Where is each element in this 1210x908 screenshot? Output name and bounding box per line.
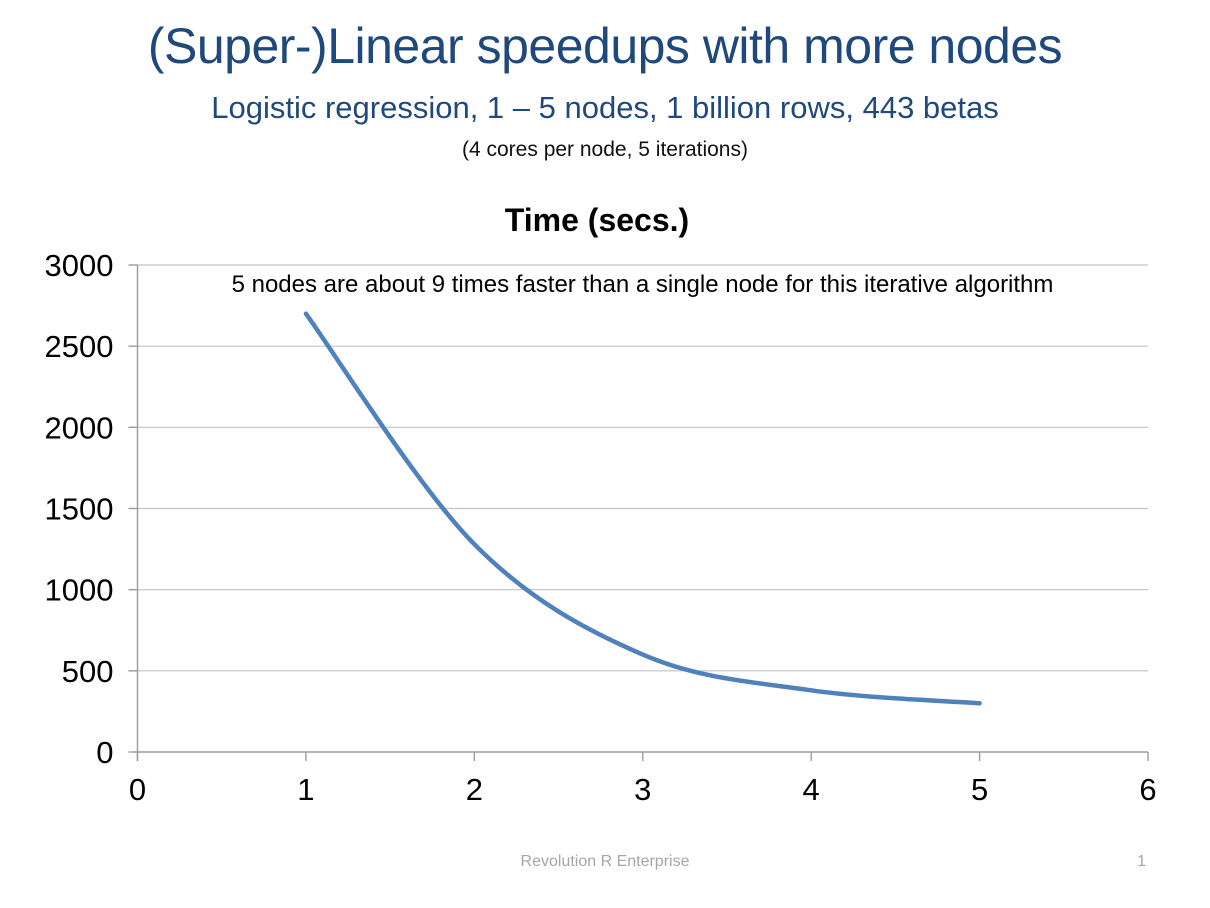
x-tick-label: 0 — [129, 772, 146, 807]
y-axis-labels: 0 500 1000 1500 2000 2500 3000 — [45, 250, 138, 770]
y-tick-label: 0 — [96, 735, 113, 770]
page-number: 1 — [1137, 853, 1146, 870]
chart-annotation: 5 nodes are about 9 times faster than a … — [231, 271, 1054, 298]
slide-title: (Super-)Linear speedups with more nodes — [147, 18, 1063, 74]
x-tick-label: 1 — [297, 772, 314, 807]
x-axis-labels: 0 1 2 3 4 5 6 — [129, 752, 1157, 807]
slide-note: (4 cores per node, 5 iterations) — [462, 138, 748, 161]
axes — [136, 265, 1148, 761]
footer-text: Revolution R Enterprise — [520, 853, 690, 870]
gridlines — [137, 264, 1148, 672]
y-tick-label: 2500 — [45, 329, 114, 364]
y-tick-label: 2000 — [45, 410, 114, 445]
x-tick-label: 4 — [803, 772, 820, 807]
y-tick-label: 1500 — [45, 492, 114, 527]
y-tick-label: 1000 — [45, 573, 114, 608]
line-chart: 0 500 1000 1500 2000 2500 3000 0 1 2 3 4 5 6 — [45, 250, 1157, 807]
x-tick-label: 5 — [971, 772, 988, 807]
x-tick-label: 2 — [466, 772, 483, 807]
y-tick-label: 3000 — [45, 250, 114, 283]
slide-subtitle: Logistic regression, 1 – 5 nodes, 1 bill… — [211, 90, 999, 125]
chart-title: Time (secs.) — [504, 202, 690, 238]
x-tick-label: 6 — [1139, 772, 1156, 807]
y-tick-label: 500 — [62, 654, 114, 689]
series-line-time-secs — [303, 311, 982, 706]
x-tick-label: 3 — [634, 772, 651, 807]
